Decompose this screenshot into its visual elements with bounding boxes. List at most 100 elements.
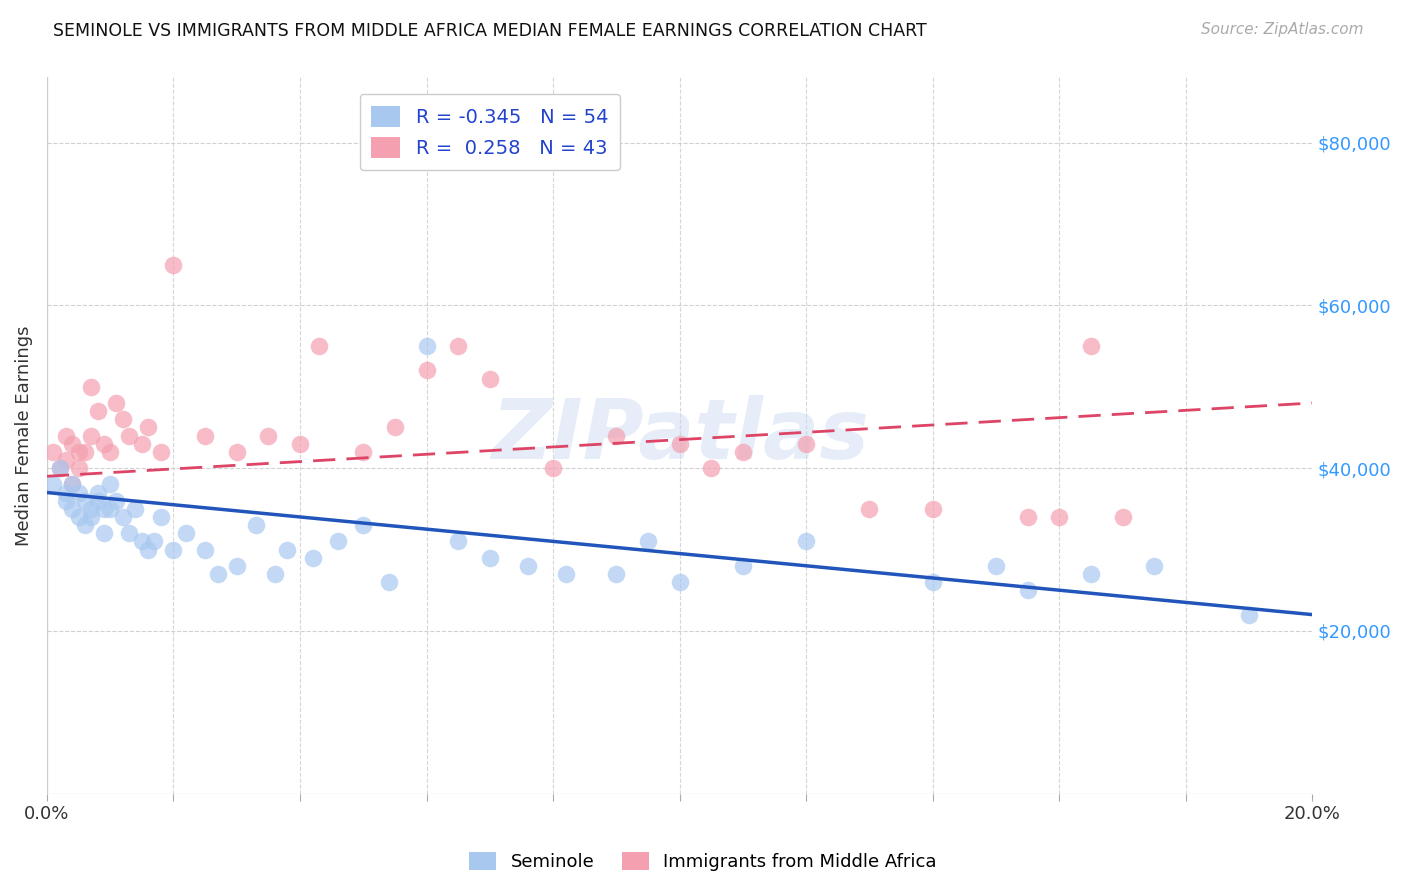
Text: ZIPatlas: ZIPatlas: [491, 395, 869, 476]
Point: [55, 453, 77, 467]
Point: [541, 461, 564, 475]
Point: [308, 339, 330, 353]
Point: [86, 485, 108, 500]
Point: [48, 461, 70, 475]
Point: [447, 534, 470, 549]
Point: [1237, 607, 1260, 622]
Point: [384, 420, 406, 434]
Point: [1080, 566, 1102, 581]
Point: [731, 445, 754, 459]
Point: [794, 534, 817, 549]
Point: [136, 542, 159, 557]
Y-axis label: Median Female Earnings: Median Female Earnings: [15, 326, 32, 546]
Text: Source: ZipAtlas.com: Source: ZipAtlas.com: [1201, 22, 1364, 37]
Point: [162, 258, 184, 272]
Point: [60, 477, 83, 491]
Point: [67, 510, 90, 524]
Point: [55, 485, 77, 500]
Point: [700, 461, 723, 475]
Point: [55, 493, 77, 508]
Point: [257, 428, 280, 442]
Point: [136, 420, 159, 434]
Point: [731, 558, 754, 573]
Point: [605, 428, 627, 442]
Point: [98, 445, 121, 459]
Point: [143, 534, 166, 549]
Point: [93, 501, 115, 516]
Point: [98, 477, 121, 491]
Point: [478, 371, 501, 385]
Point: [352, 445, 374, 459]
Text: SEMINOLE VS IMMIGRANTS FROM MIDDLE AFRICA MEDIAN FEMALE EARNINGS CORRELATION CHA: SEMINOLE VS IMMIGRANTS FROM MIDDLE AFRIC…: [53, 22, 927, 40]
Point: [67, 461, 90, 475]
Point: [86, 404, 108, 418]
Point: [605, 566, 627, 581]
Point: [162, 542, 184, 557]
Point: [149, 510, 172, 524]
Point: [60, 436, 83, 450]
Point: [415, 339, 437, 353]
Point: [42, 477, 65, 491]
Point: [207, 566, 229, 581]
Point: [1080, 339, 1102, 353]
Point: [921, 501, 943, 516]
Point: [80, 510, 103, 524]
Point: [921, 575, 943, 590]
Point: [42, 445, 65, 459]
Point: [276, 542, 298, 557]
Point: [73, 445, 96, 459]
Point: [73, 518, 96, 533]
Point: [1111, 510, 1133, 524]
Point: [263, 566, 285, 581]
Point: [1047, 510, 1070, 524]
Point: [858, 501, 880, 516]
Point: [554, 566, 576, 581]
Point: [637, 534, 659, 549]
Point: [48, 461, 70, 475]
Point: [118, 428, 141, 442]
Point: [478, 550, 501, 565]
Point: [1017, 510, 1039, 524]
Point: [245, 518, 267, 533]
Point: [1017, 583, 1039, 598]
Point: [794, 436, 817, 450]
Point: [67, 485, 90, 500]
Point: [1143, 558, 1166, 573]
Point: [415, 363, 437, 377]
Point: [225, 445, 247, 459]
Point: [80, 380, 103, 394]
Point: [111, 412, 134, 426]
Point: [80, 501, 103, 516]
Point: [377, 575, 399, 590]
Point: [194, 542, 217, 557]
Point: [131, 534, 153, 549]
Point: [149, 445, 172, 459]
Point: [352, 518, 374, 533]
Point: [668, 436, 690, 450]
Point: [67, 445, 90, 459]
Point: [288, 436, 311, 450]
Point: [516, 558, 538, 573]
Legend: Seminole, Immigrants from Middle Africa: Seminole, Immigrants from Middle Africa: [463, 845, 943, 879]
Point: [194, 428, 217, 442]
Point: [174, 526, 197, 541]
Point: [131, 436, 153, 450]
Point: [93, 436, 115, 450]
Point: [86, 493, 108, 508]
Point: [105, 396, 128, 410]
Point: [447, 339, 470, 353]
Point: [80, 428, 103, 442]
Point: [301, 550, 323, 565]
Point: [60, 477, 83, 491]
Point: [60, 501, 83, 516]
Point: [55, 428, 77, 442]
Point: [118, 526, 141, 541]
Point: [124, 501, 146, 516]
Point: [668, 575, 690, 590]
Point: [73, 493, 96, 508]
Point: [111, 510, 134, 524]
Point: [105, 493, 128, 508]
Point: [98, 501, 121, 516]
Legend: R = -0.345   N = 54, R =  0.258   N = 43: R = -0.345 N = 54, R = 0.258 N = 43: [360, 95, 620, 169]
Point: [93, 526, 115, 541]
